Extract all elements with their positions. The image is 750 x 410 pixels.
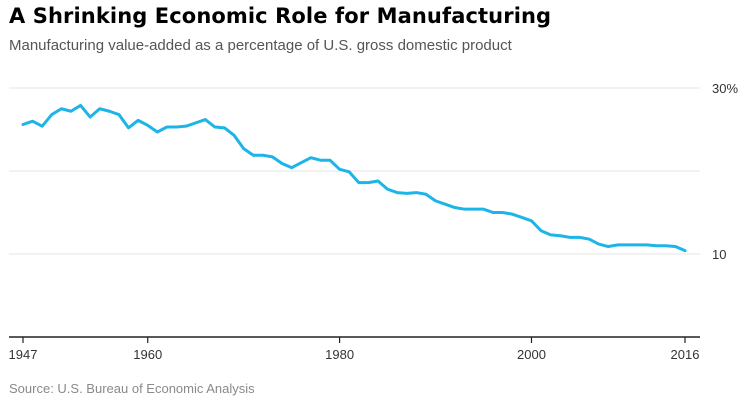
chart-title: A Shrinking Economic Role for Manufactur… xyxy=(9,4,552,28)
source-note: Source: U.S. Bureau of Economic Analysis xyxy=(9,381,255,396)
y-tick-label: 10 xyxy=(712,247,726,262)
x-tick-label: 1960 xyxy=(133,347,162,362)
x-tick-label: 1980 xyxy=(325,347,354,362)
gridlines: 10 30% xyxy=(9,81,738,262)
series-line xyxy=(21,103,687,253)
x-tick-label: 2016 xyxy=(671,347,700,362)
x-tick-label: 1947 xyxy=(9,347,38,362)
series-layer xyxy=(21,103,687,253)
x-tick-label: 2000 xyxy=(517,347,546,362)
y-tick-label: 30% xyxy=(712,81,738,96)
x-axis: 1947 1960 1980 2000 2016 xyxy=(9,336,700,362)
chart-subtitle: Manufacturing value-added as a percentag… xyxy=(9,37,512,54)
